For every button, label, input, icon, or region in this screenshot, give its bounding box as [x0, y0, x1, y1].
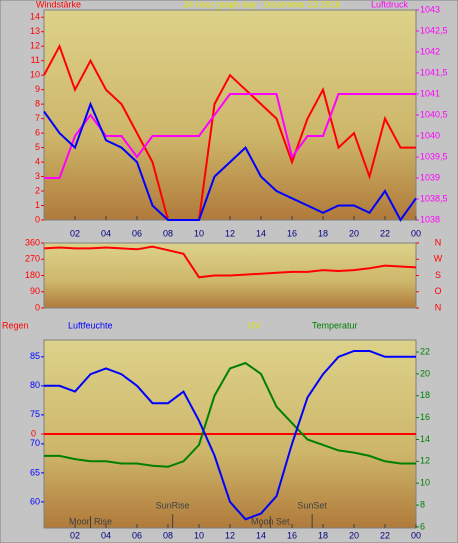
x-tick-label: 12	[225, 228, 235, 238]
panel-label: Regen	[2, 320, 29, 330]
tick-label: 14	[30, 12, 40, 22]
tick-label: 80	[30, 380, 40, 390]
x-tick-label: 04	[101, 530, 111, 540]
series-line	[43, 245, 417, 279]
y2-label: Luftdruck	[371, 0, 409, 9]
series-line	[43, 43, 416, 221]
chart-title: 24 hour graph day : Dezember 23 2016	[183, 0, 340, 9]
series-line	[44, 361, 416, 468]
tick-label: 13	[30, 26, 40, 36]
tick-label: 180	[25, 270, 40, 280]
tick-label: 1041,5	[420, 67, 448, 77]
tick-label: 70	[30, 438, 40, 448]
tick-label: 60	[30, 496, 40, 506]
tick-label: N	[435, 302, 442, 312]
tick-label: 1040	[420, 130, 440, 140]
tick-label: 10	[420, 478, 430, 488]
tick-label: O	[434, 286, 441, 296]
panel-label: Temperatur	[312, 320, 358, 330]
tick-label: 20	[420, 368, 430, 378]
tick-label: 1040,5	[420, 109, 448, 119]
tick-label: 1041	[420, 88, 440, 98]
x-tick-label: 12	[225, 530, 235, 540]
x-tick-label: 08	[163, 530, 173, 540]
tick-label: 9	[35, 84, 40, 94]
x-tick-label: 22	[380, 530, 390, 540]
plot-area	[43, 9, 417, 221]
tick-label: 7	[35, 113, 40, 123]
tick-label: 8	[420, 499, 425, 509]
series-line	[44, 93, 416, 179]
tick-label: 6	[35, 127, 40, 137]
x-tick-label: 04	[101, 228, 111, 238]
tick-label: 1038,5	[420, 193, 448, 203]
tick-label: 270	[25, 254, 40, 264]
tick-label: 2	[35, 185, 40, 195]
tick-label: 12	[30, 41, 40, 51]
tick-label: 18	[420, 390, 430, 400]
x-tick-label: 18	[318, 228, 328, 238]
tick-label: 90	[30, 286, 40, 296]
tick-label: 1039,5	[420, 151, 448, 161]
x-tick-label: 18	[318, 530, 328, 540]
panel-label: Luftfeuchte	[68, 320, 113, 330]
tick-label: 11	[31, 55, 40, 65]
x-tick-label: 06	[132, 530, 142, 540]
tick-label: 1	[35, 200, 40, 210]
tick-label: N	[435, 237, 442, 247]
x-tick-label: 14	[256, 530, 266, 540]
x-tick-label: 02	[70, 530, 80, 540]
x-tick-label: 20	[349, 530, 359, 540]
x-tick-label: 00	[411, 228, 421, 238]
tick-label: 85	[30, 351, 40, 361]
tick-label: 3	[35, 171, 40, 181]
tick-label: 0	[31, 428, 36, 438]
tick-label: 65	[30, 467, 40, 477]
x-tick-label: 16	[287, 228, 297, 238]
tick-label: 22	[420, 346, 430, 356]
x-tick-label: 06	[132, 228, 142, 238]
x-tick-label: 20	[349, 228, 359, 238]
tick-label: 0	[35, 214, 40, 224]
tick-label: 5	[35, 142, 40, 152]
tick-label: 1042	[420, 46, 440, 56]
annotation: Moon Rise	[69, 516, 112, 526]
x-tick-label: 02	[70, 228, 80, 238]
series-line	[44, 350, 416, 521]
tick-label: 75	[30, 409, 40, 419]
tick-label: 360	[25, 237, 40, 247]
x-tick-label: 14	[256, 228, 266, 238]
annotation: SunSet	[297, 500, 327, 510]
tick-label: 10	[30, 70, 40, 80]
x-tick-label: 10	[194, 228, 204, 238]
tick-label: 6	[420, 521, 425, 531]
tick-label: 1042,5	[420, 25, 448, 35]
x-tick-label: 08	[163, 228, 173, 238]
tick-label: 1038	[420, 214, 440, 224]
panel-label: UV	[248, 320, 261, 330]
tick-label: 0	[35, 302, 40, 312]
x-tick-label: 16	[287, 530, 297, 540]
x-tick-label: 10	[194, 530, 204, 540]
annotation: SunRise	[156, 500, 190, 510]
tick-label: 12	[420, 456, 430, 466]
series-line	[43, 101, 417, 222]
tick-label: 4	[35, 156, 40, 166]
tick-label: W	[434, 254, 443, 264]
tick-label: 1039	[420, 172, 440, 182]
tick-label: 1043	[420, 4, 440, 14]
tick-label: 16	[420, 412, 430, 422]
tick-label: S	[435, 270, 441, 280]
y-label: Windstärke	[36, 0, 81, 9]
x-tick-label: 22	[380, 228, 390, 238]
x-tick-label: 00	[411, 530, 421, 540]
annotation: Moon Set	[251, 516, 290, 526]
tick-label: 14	[420, 434, 430, 444]
tick-label: 8	[35, 99, 40, 109]
